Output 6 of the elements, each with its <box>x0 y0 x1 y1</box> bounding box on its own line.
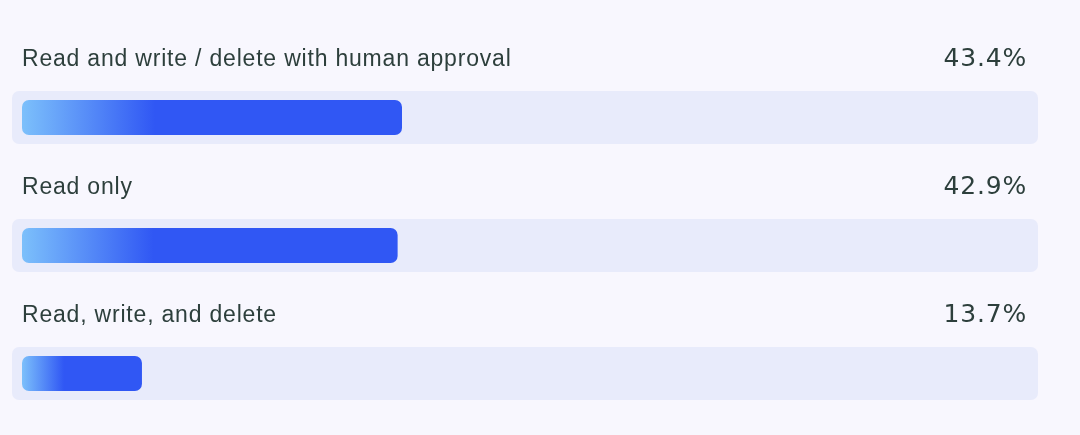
data-label: 13.7% <box>943 299 1027 328</box>
y-tick-label: Read, write, and delete <box>22 301 277 327</box>
data-label: 42.9% <box>943 171 1027 200</box>
data-label: 43.4% <box>943 43 1027 72</box>
y-tick-label: Read and write / delete with human approval <box>22 45 512 71</box>
y-tick-label: Read only <box>22 173 133 199</box>
